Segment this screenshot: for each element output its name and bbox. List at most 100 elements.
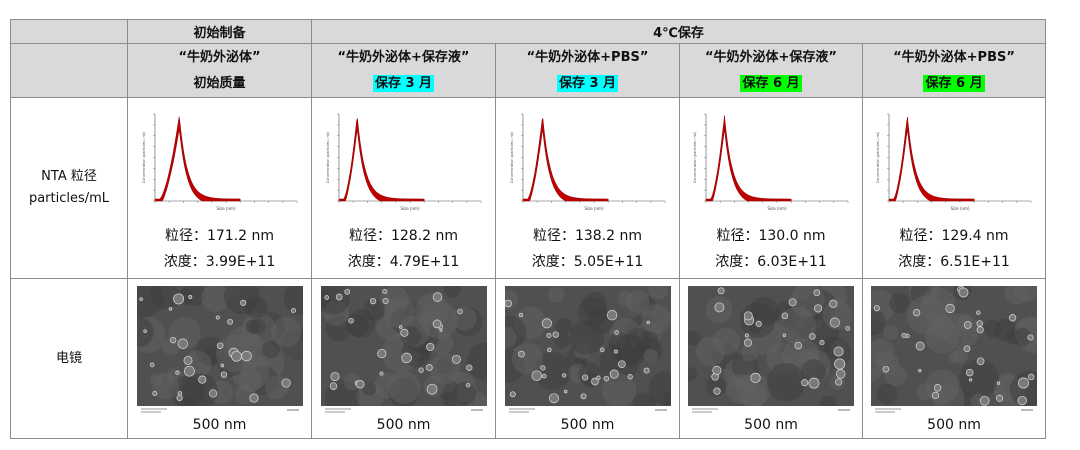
vesicle: [603, 375, 609, 381]
nta-size-value: 粒径：171.2 nm: [164, 228, 275, 244]
vesicle: [609, 369, 619, 379]
vesicle: [400, 352, 412, 363]
vesicle: [744, 332, 749, 338]
nta-size-chart: Size (nm) Concentration (particles / ml): [693, 113, 849, 211]
em-cell: 500 nm: [311, 278, 496, 439]
column-sample-label: “牛奶外泌体+PBS”: [893, 49, 1015, 65]
vesicle: [976, 319, 983, 327]
vesicle: [219, 363, 224, 367]
micrograph-texture: [766, 362, 806, 401]
vesicle: [781, 312, 789, 319]
micrograph-info-bar: [504, 405, 671, 414]
vesicle: [717, 286, 725, 294]
size-distribution-band: [705, 115, 792, 202]
nta-size-chart: Size (nm) Concentration (particles / ml): [142, 113, 297, 211]
column-header: “牛奶外泌体+保存液” 保存 3 月: [311, 43, 496, 98]
vesicle: [323, 294, 329, 300]
vesicle: [945, 303, 955, 313]
micrograph-texture: [889, 292, 910, 313]
vesicle: [376, 348, 386, 358]
vesicle: [963, 320, 972, 329]
vesicle: [142, 328, 147, 333]
vesicle: [215, 314, 220, 320]
nta-cell: Size (nm) Concentration (particles / ml) …: [861, 97, 1047, 279]
vesicle: [813, 288, 821, 296]
column-header: “牛奶外泌体+保存液” 保存 6 月: [679, 43, 863, 98]
vesicle: [539, 364, 546, 371]
vesicle: [531, 369, 542, 381]
micrograph-texture: [876, 383, 898, 404]
em-micrograph: [688, 285, 854, 414]
nta-concentration-value: 浓度：6.03E+11: [715, 254, 827, 270]
vesicle: [545, 332, 551, 338]
vesicle: [197, 375, 206, 384]
micrograph-texture: [948, 350, 962, 364]
vesicle: [976, 325, 984, 333]
micrograph-texture: [688, 330, 701, 346]
vesicle: [548, 392, 559, 403]
em-scale-label: 500 nm: [560, 416, 615, 433]
y-axis-label: Concentration (particles / ml): [326, 131, 330, 183]
nta-size-value: 粒径：138.2 nm: [532, 228, 643, 244]
vesicle: [713, 387, 721, 395]
em-micrograph: [871, 285, 1038, 414]
micrograph-texture: [504, 326, 517, 348]
vesicle: [976, 356, 985, 365]
vesicle: [643, 367, 650, 374]
micrograph-texture: [741, 343, 759, 362]
em-cell: 500 nm: [127, 278, 312, 439]
micrograph-texture: [200, 285, 229, 312]
column-condition-label: 初始质量: [193, 75, 246, 91]
nta-concentration-value: 浓度：6.51E+11: [898, 254, 1010, 270]
vesicle: [138, 296, 143, 301]
micrograph-texture: [1004, 285, 1029, 305]
micrograph-texture: [871, 308, 886, 335]
micrograph-texture: [661, 391, 671, 408]
micrograph-info-bar: [320, 405, 487, 414]
micrograph-texture: [283, 285, 303, 315]
vesicle: [216, 341, 223, 349]
micrograph-texture: [261, 339, 280, 358]
micrograph-texture: [245, 319, 260, 334]
vesicle: [755, 320, 762, 327]
micrograph-texture: [1009, 370, 1038, 407]
vesicle: [290, 307, 296, 313]
vesicle: [882, 365, 890, 372]
vesicle: [417, 366, 424, 373]
vesicle: [750, 372, 761, 383]
vesicle: [151, 390, 157, 396]
vesicle: [281, 377, 291, 388]
micrograph-texture: [511, 342, 543, 374]
em-micrograph: [136, 285, 303, 414]
vesicle: [552, 330, 559, 338]
micrograph-info-bar: [871, 405, 1038, 414]
vesicle: [965, 368, 974, 376]
em-cell: 500 nm: [679, 278, 863, 439]
y-axis-label: Concentration (particles / ml): [876, 131, 880, 183]
vesicle: [613, 329, 619, 335]
vesicle: [606, 309, 617, 320]
micrograph-texture: [883, 324, 899, 340]
x-axis-label: Size (nm): [216, 206, 235, 211]
x-axis-label: Size (nm): [767, 206, 786, 211]
nta-cell: Size (nm) Concentration (particles / ml) …: [495, 97, 680, 279]
nta-concentration-value: 浓度：3.99E+11: [163, 254, 276, 270]
vesicle: [712, 365, 722, 375]
vesicle: [509, 390, 516, 397]
nta-cell: Size (nm) Concentration (particles / ml) …: [679, 97, 863, 279]
vesicle: [808, 377, 820, 389]
nta-cell: Size (nm) Concentration (particles / ml) …: [127, 97, 312, 279]
y-axis-label: Concentration (particles / ml): [510, 131, 514, 183]
micrograph-texture: [466, 341, 487, 381]
em-scale-label: 500 nm: [192, 416, 247, 433]
micrograph-info-bar: [136, 405, 303, 414]
vesicle: [541, 317, 552, 328]
vesicle: [627, 373, 633, 379]
vesicle: [240, 350, 252, 361]
vesicle: [451, 354, 461, 364]
vesicle: [438, 328, 443, 332]
vesicle: [174, 370, 179, 375]
micrograph-texture: [554, 317, 572, 335]
vesicle: [1008, 313, 1017, 321]
vesicle: [379, 371, 383, 376]
